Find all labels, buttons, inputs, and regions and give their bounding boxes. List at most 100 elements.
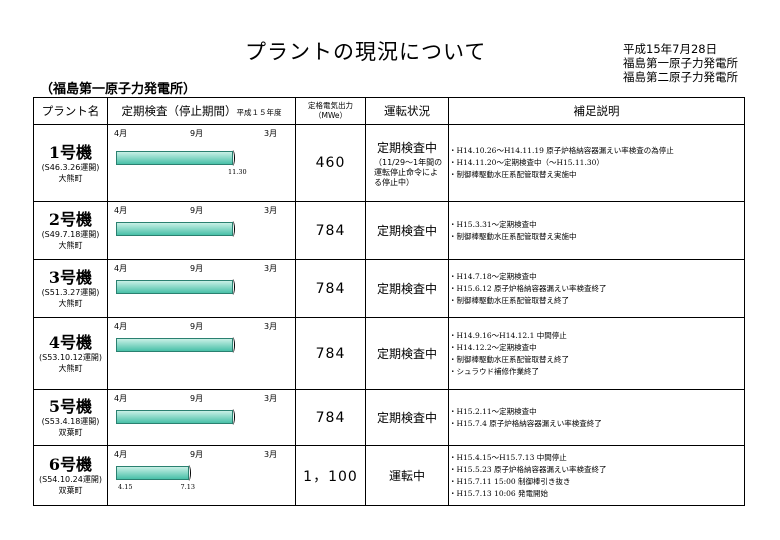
- plant-name: 5号機: [48, 397, 93, 416]
- note-item: ・制御棒駆動水圧系配管取替え終了: [449, 295, 569, 305]
- operation-status: 定期検査中: [376, 411, 437, 425]
- status-cell: 定期検査中: [365, 317, 449, 390]
- month-label-apr: 4月: [114, 206, 128, 215]
- period-end-mark: [230, 150, 235, 166]
- col-notes-header: 補足説明: [448, 97, 745, 125]
- period-end-mark: [230, 221, 235, 237]
- month-label-mar: 3月: [264, 322, 278, 331]
- inspection-bar: [116, 338, 233, 352]
- inspection-header-label: 定期検査（停止期間）: [121, 104, 237, 118]
- note-item: ・シュラウド補修作業終了: [449, 366, 539, 376]
- month-label-sep: 9月: [190, 206, 204, 215]
- status-cell: 定期検査中 （11/29～1年間の運転停止命令による停止中）: [365, 124, 449, 202]
- inspection-bar: [116, 410, 233, 424]
- operation-status: 定期検査中: [376, 140, 437, 155]
- rated-output: 460: [295, 124, 366, 202]
- notes-cell: ・H14.9.16～H14.12.1 中間停止 ・H14.12.2～定期検査中 ・制…: [448, 317, 745, 390]
- plant-status-table: プラント名 定期検査（停止期間）平成１５年度 定格電気出力（MWe） 運転状況 …: [33, 97, 745, 506]
- period-end-mark: [230, 409, 235, 425]
- bar-date-label: 4.15: [118, 483, 133, 491]
- period-end-mark: [186, 465, 191, 481]
- month-label-mar: 3月: [264, 206, 278, 215]
- note-item: ・H15.5.23 原子炉格納容器漏えい率検査終了: [449, 464, 607, 474]
- inspection-timeline: 4月 9月 3月: [107, 317, 296, 390]
- plant-start-date: (S54.10.24運開): [39, 475, 102, 484]
- status-note: （11/29～1年間の運転停止命令による停止中）: [374, 157, 443, 187]
- inspection-timeline: 4月 9月 3月: [107, 201, 296, 260]
- plant-name: 1号機: [48, 142, 93, 162]
- plant-town: 大熊町: [58, 173, 83, 183]
- table-row: 4号機 (S53.10.12運開) 大熊町 4月 9月 3月 784 定期検査中 ・H14.9.…: [33, 317, 745, 390]
- table-row: 5号機 (S53.4.18運開) 双葉町 4月 9月 3月 784 定期検査中 ・H15.2.1…: [33, 389, 745, 446]
- plant-town: 大熊町: [58, 299, 83, 308]
- month-label-mar: 3月: [264, 394, 278, 403]
- operation-status: 定期検査中: [376, 224, 437, 238]
- status-cell: 運転中: [365, 445, 449, 506]
- month-label-sep: 9月: [190, 394, 204, 403]
- notes-cell: ・H14.10.26～H14.11.19 原子炉格納容器漏えい率検査の為停止 ・H…: [448, 124, 745, 202]
- month-label-sep: 9月: [190, 450, 204, 459]
- plant-cell: 1号機 (S46.3.26運開) 大熊町: [33, 124, 108, 202]
- status-cell: 定期検査中: [365, 259, 449, 318]
- operation-status: 運転中: [388, 469, 425, 483]
- col-output-header: 定格電気出力（MWe）: [295, 97, 366, 125]
- note-item: ・制御棒駆動水圧系配管取替え終了: [449, 354, 569, 364]
- inspection-bar: [116, 151, 233, 165]
- status-cell: 定期検査中: [365, 201, 449, 260]
- month-label-mar: 3月: [264, 450, 278, 459]
- operation-status: 定期検査中: [376, 282, 437, 296]
- note-item: ・H15.7.13 10:06 発電開始: [449, 488, 549, 498]
- plant-town: 双葉町: [58, 428, 83, 437]
- plant-cell: 5号機 (S53.4.18運開) 双葉町: [33, 389, 108, 446]
- table-row: 2号機 (S49.7.18運開) 大熊町 4月 9月 3月 784 定期検査中 ・H15.3.3…: [33, 201, 745, 260]
- period-end-mark: [230, 279, 235, 295]
- table-header-row: プラント名 定期検査（停止期間）平成１５年度 定格電気出力（MWe） 運転状況 …: [33, 97, 745, 125]
- note-item: ・制御棒駆動水圧系配管取替え実施中: [449, 231, 577, 241]
- operation-status: 定期検査中: [376, 347, 437, 361]
- month-label-apr: 4月: [114, 394, 128, 403]
- note-item: ・H14.12.2～定期検査中: [449, 342, 537, 352]
- inspection-timeline: 4月 9月 3月 4.15 7.13: [107, 445, 296, 506]
- notes-cell: ・H15.2.11～定期検査中 ・H15.7.4 原子炉格納容器漏えい率検査終了: [448, 389, 745, 446]
- plant-town: 大熊町: [58, 241, 83, 250]
- note-item: ・H14.7.18～定期検査中: [449, 271, 537, 281]
- inspection-timeline: 4月 9月 3月: [107, 389, 296, 446]
- rated-output: 784: [295, 317, 366, 390]
- header-info: 平成15年7月28日 福島第一原子力発電所 福島第二原子力発電所: [623, 42, 738, 84]
- inspection-timeline: 4月 9月 3月 11.30: [107, 124, 296, 202]
- col-status-header: 運転状況: [365, 97, 449, 125]
- plant-start-date: (S51.3.27運開): [41, 288, 100, 297]
- plant-cell: 3号機 (S51.3.27運開) 大熊町: [33, 259, 108, 318]
- month-label-sep: 9月: [190, 129, 204, 138]
- report-date: 平成15年7月28日: [623, 42, 718, 56]
- inspection-bar: [116, 466, 189, 480]
- note-item: ・制御棒駆動水圧系配管取替え実施中: [449, 170, 577, 179]
- plant-name: 2号機: [48, 210, 93, 229]
- note-item: ・H15.2.11～定期検査中: [449, 406, 537, 416]
- note-item: ・H15.4.15～H15.7.13 中間停止: [449, 452, 567, 462]
- inspection-timeline: 4月 9月 3月: [107, 259, 296, 318]
- plant-cell: 6号機 (S54.10.24運開) 双葉町: [33, 445, 108, 506]
- note-item: ・H14.11.20～定期検査中（～H15.11.30）: [449, 158, 604, 167]
- month-label-mar: 3月: [264, 129, 278, 138]
- note-item: ・H15.3.31～定期検査中: [449, 219, 537, 229]
- rated-output: 784: [295, 201, 366, 260]
- note-item: ・H15.6.12 原子炉格納容器漏えい率検査終了: [449, 283, 607, 293]
- plant-name: 3号機: [48, 268, 93, 287]
- org-line-1: 福島第一原子力発電所: [623, 56, 738, 70]
- plant-cell: 2号機 (S49.7.18運開) 大熊町: [33, 201, 108, 260]
- col-plant-header: プラント名: [33, 97, 108, 125]
- plant-town: 双葉町: [58, 486, 83, 495]
- inspection-bar: [116, 222, 233, 236]
- plant-start-date: (S53.10.12運開): [39, 353, 102, 362]
- bar-date-label: 11.30: [228, 168, 247, 176]
- table-row: 3号機 (S51.3.27運開) 大熊町 4月 9月 3月 784 定期検査中 ・H14.7.1…: [33, 259, 745, 318]
- rated-output: 784: [295, 259, 366, 318]
- plant-name: 6号機: [48, 455, 93, 474]
- month-label-apr: 4月: [114, 129, 128, 138]
- rated-output: 784: [295, 389, 366, 446]
- page-title: プラントの現況について: [245, 40, 487, 64]
- note-item: ・H15.7.11 15:00 制御棒引き抜き: [449, 476, 571, 486]
- plant-start-date: (S46.3.26運開): [41, 162, 100, 172]
- period-end-mark: [230, 337, 235, 353]
